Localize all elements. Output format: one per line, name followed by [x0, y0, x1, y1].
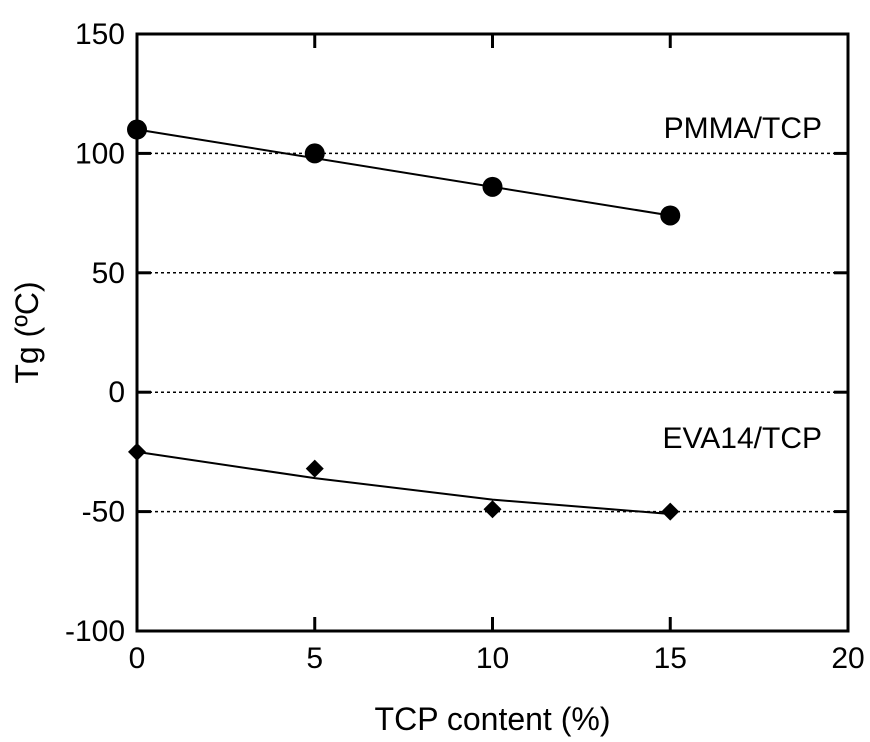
data-point-diamond: [483, 500, 502, 519]
fit-line: [136, 450, 671, 515]
y-axis-label: Tg (ºC): [9, 281, 45, 383]
data-point-diamond: [661, 502, 680, 521]
y-tick-label: 100: [75, 137, 125, 170]
series-labels: PMMA/TCP EVA14/TCP: [662, 112, 822, 455]
x-tick-label: 10: [476, 642, 509, 675]
x-tick-label: 0: [129, 642, 146, 675]
series-label: EVA14/TCP: [662, 422, 822, 455]
y-tick-label: 50: [92, 257, 125, 290]
axis-ticks: [135, 32, 850, 633]
x-axis-label: TCP content (%): [375, 701, 611, 737]
y-tick-label: 150: [75, 18, 125, 51]
y-tick-label: 0: [108, 376, 125, 409]
tick-labels: 0 5 10 15 20 -100 -50 0 50 100 150: [65, 18, 865, 675]
gridlines: [137, 152, 848, 513]
data-point-circle: [482, 176, 503, 197]
fit-line: [136, 128, 671, 217]
x-tick-label: 20: [831, 642, 864, 675]
series-label: PMMA/TCP: [664, 112, 822, 145]
data-point-circle: [660, 205, 681, 226]
y-tick-label: -100: [65, 615, 125, 648]
data-point-circle: [304, 143, 325, 164]
x-tick-label: 5: [306, 642, 323, 675]
data-point-diamond: [305, 459, 324, 478]
fit-lines: [136, 128, 671, 515]
data-points: [127, 119, 681, 521]
x-tick-label: 15: [654, 642, 687, 675]
y-tick-label: -50: [82, 496, 125, 529]
